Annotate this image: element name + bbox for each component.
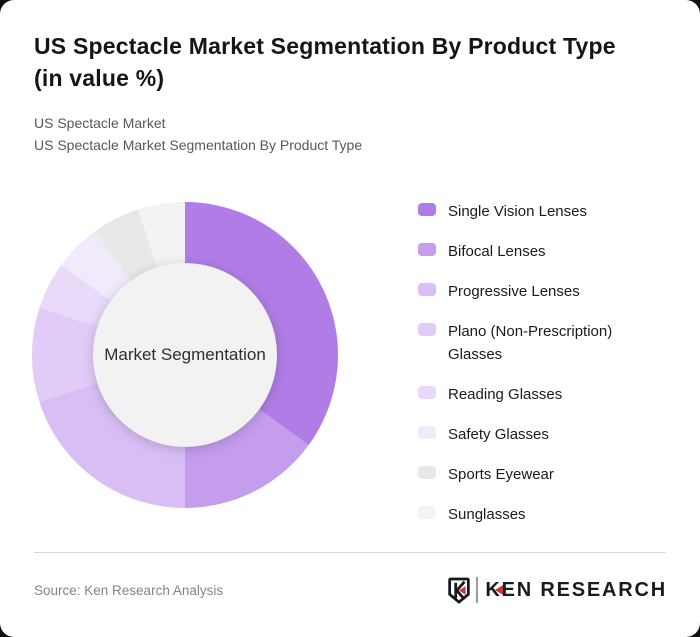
legend-swatch xyxy=(418,203,436,216)
legend-swatch xyxy=(418,426,436,439)
legend-item: Sunglasses xyxy=(418,503,658,526)
footer-divider xyxy=(34,552,666,553)
logo-wordmark: K EN RESEARCH xyxy=(485,577,667,603)
legend-label: Plano (Non-Prescription) Glasses xyxy=(448,323,613,363)
ken-research-logo: K EN RESEARCH xyxy=(448,577,667,604)
ken-research-emblem-icon xyxy=(448,577,471,604)
logo-k-letter: K xyxy=(485,579,503,601)
legend-item: Plano (Non-Prescription) Glasses xyxy=(418,320,658,366)
legend-label: Bifocal Lenses xyxy=(448,243,546,260)
footer: Source: Ken Research Analysis K EN RESEAR… xyxy=(34,562,667,618)
legend-swatch xyxy=(418,283,436,296)
legend-swatch xyxy=(418,466,436,479)
page-title-line1: US Spectacle Market Segmentation By Prod… xyxy=(34,33,616,59)
legend-label: Reading Glasses xyxy=(448,386,563,403)
legend-label: Safety Glasses xyxy=(448,426,549,443)
page-subtitle: US Spectacle Market US Spectacle Market … xyxy=(34,112,362,156)
chart-legend: Single Vision Lenses Bifocal Lenses Progre… xyxy=(418,200,658,526)
donut-chart: Market Segmentation xyxy=(32,202,338,508)
legend-label: Sports Eyewear xyxy=(448,466,554,483)
legend-swatch xyxy=(418,506,436,519)
legend-item: Safety Glasses xyxy=(418,423,658,446)
logo-separator xyxy=(476,577,479,603)
legend-swatch xyxy=(418,243,436,256)
logo-wordmark-rest: EN RESEARCH xyxy=(501,579,667,601)
donut-center: Market Segmentation xyxy=(93,263,277,447)
legend-item: Single Vision Lenses xyxy=(418,200,658,223)
legend-item: Sports Eyewear xyxy=(418,463,658,486)
legend-item: Bifocal Lenses xyxy=(418,240,658,263)
legend-label: Sunglasses xyxy=(448,506,526,523)
page-title: US Spectacle Market Segmentation By Prod… xyxy=(34,30,616,94)
legend-label: Progressive Lenses xyxy=(448,283,580,300)
donut-center-label: Market Segmentation xyxy=(104,345,266,364)
page-subtitle-line2: US Spectacle Market Segmentation By Prod… xyxy=(34,137,363,153)
legend-swatch xyxy=(418,386,436,399)
page-subtitle-line1: US Spectacle Market xyxy=(34,115,166,131)
legend-item: Reading Glasses xyxy=(418,383,658,406)
source-note: Source: Ken Research Analysis xyxy=(34,582,224,598)
legend-swatch xyxy=(418,323,436,336)
legend-item: Progressive Lenses xyxy=(418,280,658,303)
page-title-line2: (in value %) xyxy=(34,65,165,91)
logo-k-red-triangle-icon xyxy=(494,585,503,595)
legend-label: Single Vision Lenses xyxy=(448,203,587,220)
